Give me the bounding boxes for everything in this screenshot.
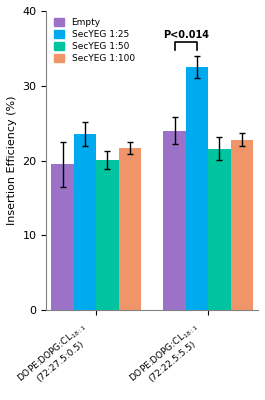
- Bar: [96, 160, 118, 310]
- Y-axis label: Insertion Efficiency (%): Insertion Efficiency (%): [7, 96, 17, 225]
- Bar: [51, 164, 74, 310]
- Text: P<0.014: P<0.014: [163, 30, 209, 40]
- Bar: [74, 134, 96, 310]
- Bar: [186, 67, 208, 310]
- Bar: [118, 148, 141, 310]
- Bar: [231, 140, 253, 310]
- Bar: [208, 149, 231, 310]
- Bar: [164, 131, 186, 310]
- Legend: Empty, SecYEG 1:25, SecYEG 1:50, SecYEG 1:100: Empty, SecYEG 1:25, SecYEG 1:50, SecYEG …: [51, 16, 138, 66]
